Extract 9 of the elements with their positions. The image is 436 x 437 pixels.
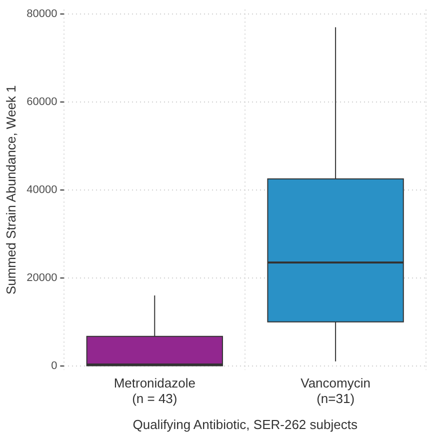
y-axis-title: Summed Strain Abundance, Week 1 bbox=[3, 85, 18, 295]
y-tick-label: 0 bbox=[51, 360, 58, 372]
y-tick-label: 20000 bbox=[26, 272, 58, 284]
x-tick-label: Metronidazole (n = 43) bbox=[114, 376, 196, 406]
y-tick-label: 80000 bbox=[26, 8, 58, 20]
x-tick-label: Vancomycin (n=31) bbox=[300, 376, 370, 406]
y-tick-label: 40000 bbox=[26, 184, 58, 196]
x-axis-title: Qualifying Antibiotic, SER-262 subjects bbox=[132, 416, 358, 432]
y-tick-label: 60000 bbox=[26, 96, 58, 108]
